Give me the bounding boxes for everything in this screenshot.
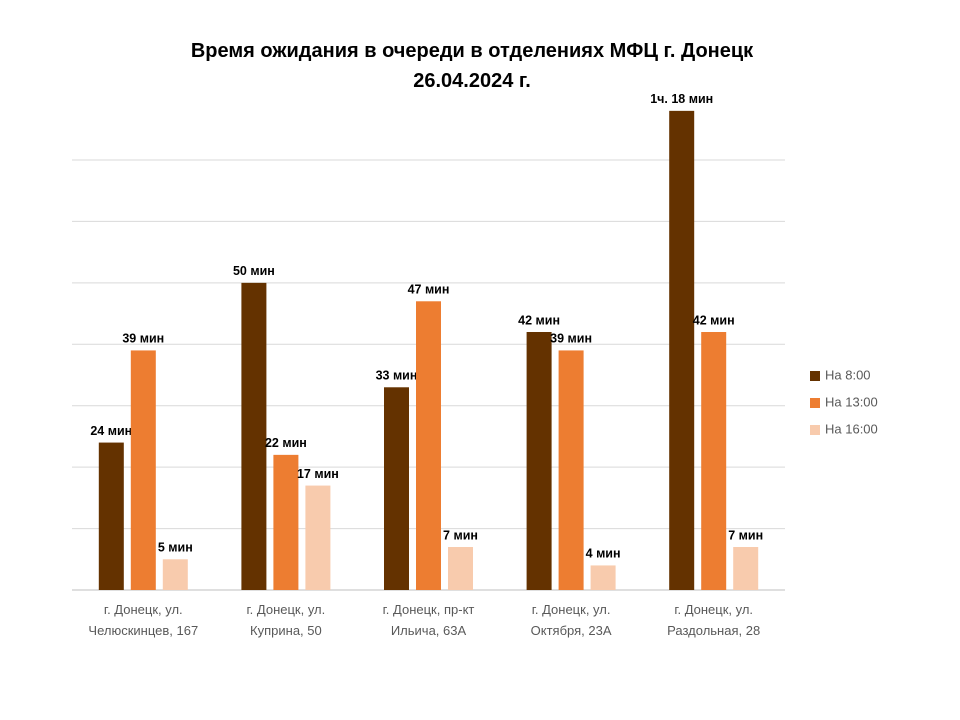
- data-label: 5 мин: [158, 541, 193, 555]
- bar: [590, 565, 616, 590]
- bar: [98, 442, 124, 590]
- bar: [130, 350, 156, 590]
- legend-swatch: [810, 425, 820, 435]
- bar: [558, 350, 584, 590]
- x-tick-label: г. Донецк, ул. Раздольная, 28: [667, 602, 760, 638]
- bar: [701, 332, 727, 590]
- bar: [241, 282, 267, 590]
- data-label: 42 мин: [693, 313, 735, 327]
- legend-label: На 8:00: [825, 367, 871, 382]
- data-label: 7 мин: [443, 528, 478, 542]
- data-label: 50 мин: [233, 264, 275, 278]
- bar: [526, 332, 552, 590]
- legend-swatch: [810, 398, 820, 408]
- data-label: 47 мин: [408, 283, 450, 297]
- legend-label: На 13:00: [825, 394, 878, 409]
- bar: [733, 547, 759, 590]
- x-tick-label: г. Донецк, ул. Куприна, 50: [247, 602, 326, 638]
- x-tick-label: г. Донецк, ул. Челюскинцев, 167: [88, 602, 198, 638]
- data-label: 39 мин: [550, 332, 592, 346]
- bar: [416, 301, 441, 590]
- data-label: 39 мин: [122, 332, 164, 346]
- bar: [669, 110, 695, 590]
- bar: [384, 387, 409, 590]
- x-tick-label: г. Донецк, ул. Октября, 23А: [531, 602, 612, 638]
- data-label: 1ч. 18 мин: [650, 92, 713, 106]
- bar: [162, 559, 188, 590]
- data-label: 42 мин: [518, 313, 560, 327]
- chart-title: Время ожидания в очереди в отделениях МФ…: [191, 40, 754, 92]
- data-label: 17 мин: [297, 467, 339, 481]
- data-label: 22 мин: [265, 436, 307, 450]
- bar: [448, 547, 473, 590]
- legend-swatch: [810, 371, 820, 381]
- x-tick-label: г. Донецк, пр-кт Ильича, 63А: [383, 602, 475, 638]
- bar: [273, 454, 299, 590]
- legend-label: На 16:00: [825, 421, 878, 436]
- data-label: 24 мин: [90, 424, 132, 438]
- bar: [305, 485, 331, 590]
- data-label: 7 мин: [728, 528, 763, 542]
- data-label: 33 мин: [376, 369, 418, 383]
- data-label: 4 мин: [586, 547, 621, 561]
